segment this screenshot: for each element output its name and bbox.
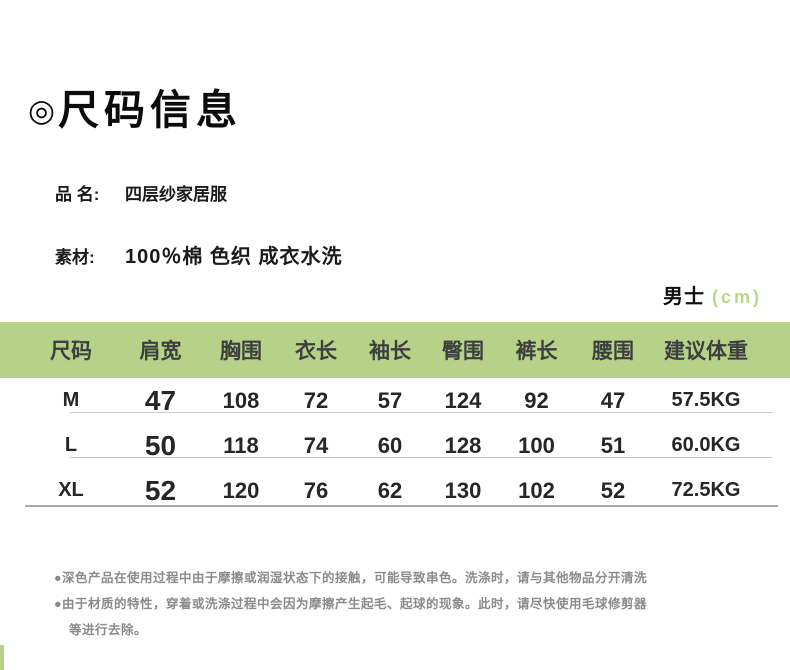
- chest-value: 108: [222, 387, 260, 413]
- column-header-suggested-weight: 建议体重: [664, 340, 748, 363]
- pants-length-value: 102: [518, 477, 555, 503]
- table-row-l: L 50 118 74 60 128 100 51 60.0KG: [0, 423, 790, 468]
- column-header-chest: 胸围: [220, 340, 262, 363]
- waist-value: 47: [600, 387, 626, 413]
- product-name-row: 品 名: 四层纱家居服: [55, 180, 227, 205]
- table-row-xl: XL 52 120 76 62 130 102 52 72.5KG: [0, 468, 790, 513]
- column-header-garment-length: 衣长: [295, 340, 337, 363]
- waist-value: 51: [600, 432, 626, 458]
- shoulder-value: 50: [144, 429, 177, 461]
- column-header-shoulder: 肩宽: [139, 340, 182, 363]
- table-row-m: M 47 108 72 57 124 92 47 57.5KG: [0, 378, 790, 423]
- material-row: 素材: 100％棉 色织 成衣水洗: [55, 240, 342, 269]
- sleeve-length-value: 57: [377, 387, 403, 413]
- waist-value: 52: [600, 477, 626, 503]
- suggested-weight-value: 57.5KG: [671, 389, 741, 411]
- material-label: 素材:: [55, 248, 95, 267]
- column-header-size: 尺码: [50, 340, 92, 363]
- product-name-value: 四层纱家居服: [125, 185, 227, 204]
- product-name-label: 品 名:: [55, 185, 100, 204]
- care-notes: ●深色产品在使用过程中由于摩擦或润湿状态下的接触，可能导致串色。洗涤时，请与其他…: [54, 565, 647, 643]
- garment-length-value: 76: [303, 477, 329, 503]
- care-note-line: ●由于材质的特性，穿着或洗涤过程中会因为摩擦产生起毛、起球的现象。此时，请尽快使…: [54, 597, 648, 611]
- pants-length-value: 100: [518, 432, 555, 458]
- shoulder-value: 52: [144, 474, 177, 506]
- chest-value: 120: [222, 477, 260, 503]
- column-header-pants-length: 裤长: [515, 340, 558, 363]
- garment-length-value: 74: [303, 432, 329, 458]
- pants-length-value: 92: [524, 387, 549, 413]
- title-bullet-icon: ◎: [28, 93, 56, 128]
- sleeve-length-value: 62: [377, 477, 403, 503]
- suggested-weight-value: 72.5KG: [671, 479, 741, 501]
- material-value: 100％棉 色织 成衣水洗: [125, 246, 343, 268]
- size-value: L: [64, 434, 78, 456]
- page-title: ◎ 尺码信息: [28, 90, 242, 131]
- size-table-header: 尺码 肩宽 胸围 衣长 袖长 臀围 裤长 腰围 建议体重: [0, 322, 790, 378]
- size-value: XL: [58, 479, 84, 501]
- column-header-hip: 臀围: [442, 340, 484, 363]
- shoulder-value: 47: [144, 384, 177, 416]
- unit-label: (cm): [711, 287, 762, 307]
- hip-value: 130: [444, 477, 482, 503]
- row-divider: [70, 412, 772, 413]
- table-bottom-divider: [25, 505, 778, 507]
- row-divider: [70, 457, 772, 458]
- sleeve-length-value: 60: [377, 432, 403, 458]
- gender-unit-line: 男士 (cm): [663, 280, 762, 309]
- page-title-text: 尺码信息: [58, 87, 243, 133]
- size-value: M: [62, 389, 80, 411]
- gender-label: 男士: [662, 286, 705, 308]
- hip-value: 124: [444, 387, 482, 413]
- suggested-weight-value: 60.0KG: [671, 434, 741, 456]
- garment-length-value: 72: [303, 387, 329, 413]
- care-note-line: ●深色产品在使用过程中由于摩擦或润湿状态下的接触，可能导致串色。洗涤时，请与其他…: [54, 571, 648, 585]
- column-header-sleeve-length: 袖长: [369, 340, 411, 363]
- chest-value: 118: [223, 432, 259, 458]
- hip-value: 128: [444, 432, 482, 458]
- care-note-line: 等进行去除。: [69, 623, 148, 637]
- left-accent-strip: [0, 645, 4, 670]
- column-header-waist: 腰围: [592, 340, 634, 363]
